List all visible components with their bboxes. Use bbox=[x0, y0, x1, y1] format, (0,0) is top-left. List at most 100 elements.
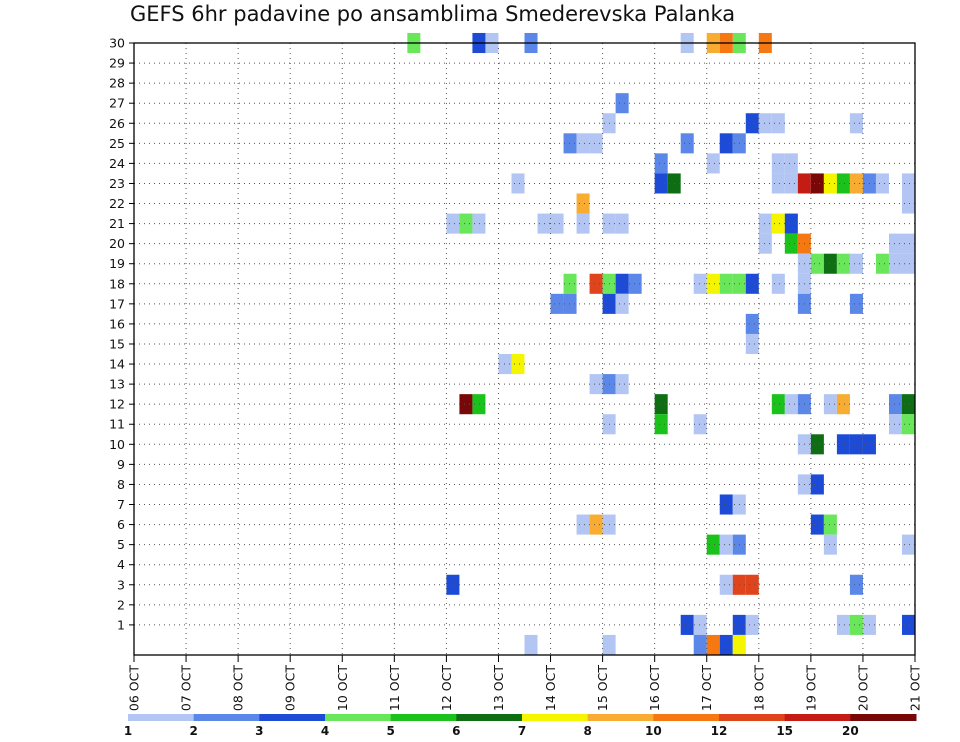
y-tick-label: 18 bbox=[109, 276, 125, 291]
heatmap-cell bbox=[459, 394, 473, 415]
y-tick-label: 15 bbox=[109, 336, 125, 351]
heatmap-cell bbox=[771, 394, 785, 415]
heatmap-cell bbox=[602, 634, 616, 655]
heatmap-cell bbox=[875, 173, 889, 194]
heatmap-cell bbox=[719, 133, 733, 154]
heatmap-cell bbox=[849, 113, 863, 134]
heatmap-cell bbox=[628, 273, 642, 294]
legend-label: 5 bbox=[386, 724, 394, 738]
heatmap-cell bbox=[693, 273, 707, 294]
heatmap-cell bbox=[836, 394, 850, 415]
y-tick-label: 11 bbox=[109, 417, 125, 432]
heatmap-cell bbox=[589, 374, 603, 395]
heatmap-cell bbox=[654, 414, 668, 435]
x-tick-label: 07 OCT bbox=[179, 665, 194, 711]
y-tick-label: 3 bbox=[117, 577, 125, 592]
heatmap-cell bbox=[719, 634, 733, 655]
heatmap-cell bbox=[823, 253, 837, 274]
x-tick-label: 17 OCT bbox=[699, 665, 714, 711]
y-tick-label: 2 bbox=[117, 597, 125, 612]
x-tick-label: 10 OCT bbox=[335, 665, 350, 711]
plot-frame bbox=[133, 42, 916, 656]
y-tick-label: 22 bbox=[109, 196, 125, 211]
heatmap-cell bbox=[511, 354, 525, 375]
y-tick-label: 12 bbox=[109, 397, 125, 412]
grid-group bbox=[134, 42, 915, 655]
heatmap-cell bbox=[472, 394, 486, 415]
heatmap-cell bbox=[888, 414, 902, 435]
legend-label: 20 bbox=[842, 724, 859, 738]
legend-label: 4 bbox=[321, 724, 329, 738]
heatmap-cell bbox=[680, 133, 694, 154]
heatmap-cell bbox=[849, 173, 863, 194]
heatmap-cell bbox=[719, 574, 733, 595]
legend-label: 12 bbox=[711, 724, 728, 738]
y-tick-label: 19 bbox=[109, 256, 125, 271]
y-tick-label: 5 bbox=[117, 537, 125, 552]
y-tick-label: 30 bbox=[109, 36, 125, 51]
heatmap-cell bbox=[615, 293, 629, 314]
heatmap-cell bbox=[732, 634, 746, 655]
x-tick-label: 12 OCT bbox=[439, 665, 454, 711]
heatmap-cell bbox=[875, 253, 889, 274]
heatmap-cell bbox=[849, 293, 863, 314]
legend-label: 7 bbox=[518, 724, 526, 738]
heatmap-cell bbox=[576, 213, 590, 234]
heatmap-cell bbox=[719, 494, 733, 515]
heatmap-cell bbox=[758, 213, 772, 234]
heatmap-cell bbox=[784, 213, 798, 234]
legend-label: 6 bbox=[452, 724, 460, 738]
y-tick-label: 6 bbox=[117, 517, 125, 532]
legend-swatch bbox=[784, 714, 851, 721]
heatmap-cell bbox=[654, 173, 668, 194]
heatmap-cell bbox=[888, 253, 902, 274]
heatmap-cell bbox=[888, 233, 902, 254]
x-tick-label: 06 OCT bbox=[127, 665, 142, 711]
heatmap-cell bbox=[615, 273, 629, 294]
legend-swatch bbox=[587, 714, 654, 721]
heatmap-cell bbox=[888, 394, 902, 415]
heatmap-cell bbox=[615, 93, 629, 114]
heatmap-cell bbox=[563, 133, 577, 154]
y-tick-label: 17 bbox=[109, 296, 125, 311]
heatmap-cell bbox=[836, 614, 850, 635]
heatmap-cell bbox=[472, 213, 486, 234]
heatmap-cell bbox=[810, 434, 824, 455]
legend-label: 10 bbox=[645, 724, 662, 738]
x-tick-label: 15 OCT bbox=[595, 665, 610, 711]
heatmap-cell bbox=[446, 574, 460, 595]
heatmap-cell bbox=[459, 213, 473, 234]
heatmap-cell bbox=[823, 534, 837, 555]
y-tick-label: 28 bbox=[109, 76, 125, 91]
y-tick-label: 23 bbox=[109, 176, 125, 191]
legend-swatch bbox=[390, 714, 457, 721]
heatmap-cell bbox=[771, 273, 785, 294]
heatmap-cell bbox=[784, 173, 798, 194]
heatmap-cell bbox=[745, 333, 759, 355]
heatmap-cell bbox=[589, 273, 603, 294]
heatmap-cell bbox=[706, 273, 720, 294]
heatmap-cell bbox=[784, 394, 798, 415]
y-tick-label: 14 bbox=[109, 357, 125, 372]
heatmap-cell bbox=[810, 474, 824, 495]
heatmap-cell bbox=[823, 394, 837, 415]
heatmap-cell bbox=[784, 153, 798, 174]
y-tick-label: 25 bbox=[109, 136, 125, 151]
y-tick-label: 10 bbox=[109, 437, 125, 452]
heatmap-cell bbox=[706, 153, 720, 174]
heatmap-cell bbox=[901, 173, 915, 194]
x-tick-label: 13 OCT bbox=[491, 665, 506, 711]
heatmap-cell bbox=[901, 394, 915, 415]
heatmap-cell bbox=[771, 173, 785, 194]
x-tick-label: 16 OCT bbox=[647, 665, 662, 711]
heatmap-cell bbox=[706, 634, 720, 655]
heatmap-cell bbox=[680, 614, 694, 635]
heatmap-cell bbox=[693, 414, 707, 435]
heatmap-cell bbox=[615, 213, 629, 234]
heatmap-cell bbox=[719, 534, 733, 555]
heatmap-cell bbox=[901, 414, 915, 435]
heatmap-cell bbox=[901, 233, 915, 254]
heatmap-cell bbox=[576, 133, 590, 154]
heatmap-cell bbox=[576, 193, 590, 214]
heatmap-cell bbox=[758, 113, 772, 134]
